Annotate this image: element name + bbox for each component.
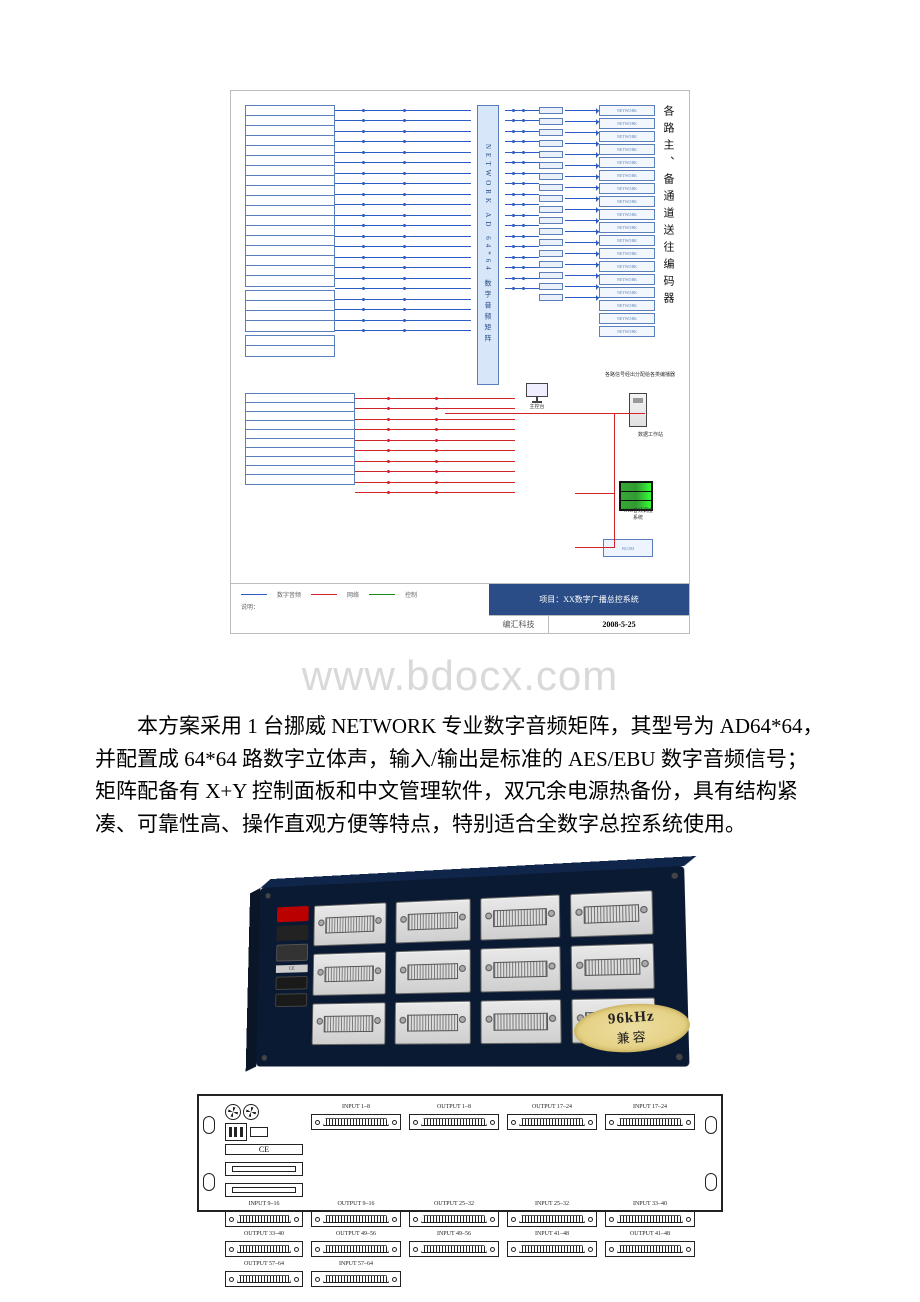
rear-port: OUTPUT 17–24: [507, 1104, 597, 1197]
diagram-encoders: NETWORKNETWORKNETWORKNETWORKNETWORKNETWO…: [599, 105, 655, 385]
bus-box: BCOM: [603, 539, 653, 557]
diagram-wires-lower: [355, 393, 515, 573]
diagram-footer: 数字音频 网络 控制 说明： 项目：XX数字广播总控系统 编汇科技 2008-5…: [231, 583, 689, 633]
rear-port: INPUT 17–24: [605, 1104, 695, 1197]
diagram-matrix-block: NETWORK AD 64*64 数字音频矩阵: [477, 105, 499, 385]
rack-icon: VAC音频调度系统: [619, 481, 653, 511]
legend: 数字音频 网络 控制: [241, 590, 479, 599]
rear-port: OUTPUT 1–8: [409, 1104, 499, 1197]
rack-ear-left: [199, 1096, 219, 1210]
rack-control-column: CE: [274, 906, 308, 1045]
rear-port: OUTPUT 41–48: [605, 1231, 695, 1257]
rear-power-fan-block: CE: [225, 1104, 303, 1197]
rear-port: OUTPUT 25–32: [409, 1201, 499, 1227]
rear-port: INPUT 1–8: [311, 1104, 401, 1197]
diagram-project-title: 项目：XX数字广播总控系统: [489, 584, 689, 615]
khz-badge-line1: 96kHz: [607, 1009, 655, 1029]
diagram-wires-left: [335, 105, 471, 385]
khz-badge-line2: 兼容: [616, 1026, 649, 1047]
watermark: www.bdocx.com: [95, 652, 825, 700]
pc-icon: 主控台: [521, 383, 553, 411]
diagram-inputs-left: [245, 105, 335, 385]
system-diagram: NETWORK AD 64*64 数字音频矩阵 NETWORKNETWORKNE…: [230, 90, 690, 634]
diagram-note: 说明：: [241, 602, 479, 611]
rear-port: INPUT 41–48: [507, 1231, 597, 1257]
rack-ear-right: [701, 1096, 721, 1210]
server-icon: [629, 393, 647, 427]
body-paragraph: 本方案采用 1 台挪威 NETWORK 专业数字音频矩阵，其型号为 AD64*6…: [95, 710, 825, 840]
rear-port: INPUT 49–56: [409, 1231, 499, 1257]
rear-port: INPUT 25–32: [507, 1201, 597, 1227]
rear-port: INPUT 57–64: [311, 1261, 401, 1287]
rear-port: OUTPUT 49–56: [311, 1231, 401, 1257]
diagram-project-info: 编汇科技 2008-5-25: [489, 615, 689, 633]
rear-port: INPUT 9–16: [225, 1201, 303, 1227]
diagram-icon-zone: 主控台 数据工作站 VAC音频调度系统 BCOM 各路信号经出分配给各类编播器: [515, 393, 675, 573]
diagram-right-caption: 各路主、备通道送往编码器: [661, 105, 675, 385]
rear-panel-drawing: CE INPUT 1–8OUTPUT 1–8OUTPUT 17–24INPUT …: [197, 1094, 723, 1212]
rear-port: OUTPUT 33–40: [225, 1231, 303, 1257]
rear-port: OUTPUT 57–64: [225, 1261, 303, 1287]
rear-port: INPUT 33–40: [605, 1201, 695, 1227]
diagram-wires-right: [505, 105, 539, 385]
diagram-inputs-lower: [245, 393, 355, 573]
rear-port: OUTPUT 9–16: [311, 1201, 401, 1227]
diagram-distributors: [539, 105, 599, 385]
matrix-label: NETWORK AD 64*64 数字音频矩阵: [483, 144, 493, 345]
product-photo: CE 96kHz 兼容: [240, 876, 680, 1066]
